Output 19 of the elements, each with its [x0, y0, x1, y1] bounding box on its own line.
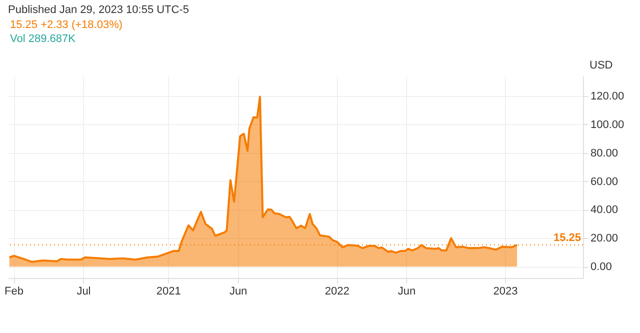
x-tick-label: Jul: [76, 286, 91, 298]
y-tick-label: 80.00: [590, 147, 618, 160]
x-tick-label: 2023: [493, 286, 518, 298]
x-tick-label: 2021: [156, 286, 181, 298]
ref-line-label: 15.25: [553, 232, 581, 244]
chart-title: Published Jan 29, 2023 10:55 UTC-5: [7, 3, 190, 16]
chart-subtitle: 15.25 +2.33 (+18.03%): [9, 18, 124, 31]
x-tick-label: Jun: [229, 286, 248, 298]
text: Vol 289.687K: [9, 32, 76, 45]
x-tick-label: 2022: [324, 286, 350, 298]
y-tick-label: 0.00: [590, 261, 612, 274]
y-tick-label: 40.00: [590, 204, 618, 216]
x-tick-label: Feb: [4, 286, 24, 298]
y-tick-label: 20.00: [590, 232, 618, 245]
y-tick-label: 100.00: [590, 118, 624, 131]
y-axis-title: USD: [590, 60, 613, 72]
y-tick-label: 120.00: [590, 90, 624, 102]
y-tick-label: 60.00: [590, 176, 618, 188]
x-tick-label: Jun: [398, 286, 416, 298]
